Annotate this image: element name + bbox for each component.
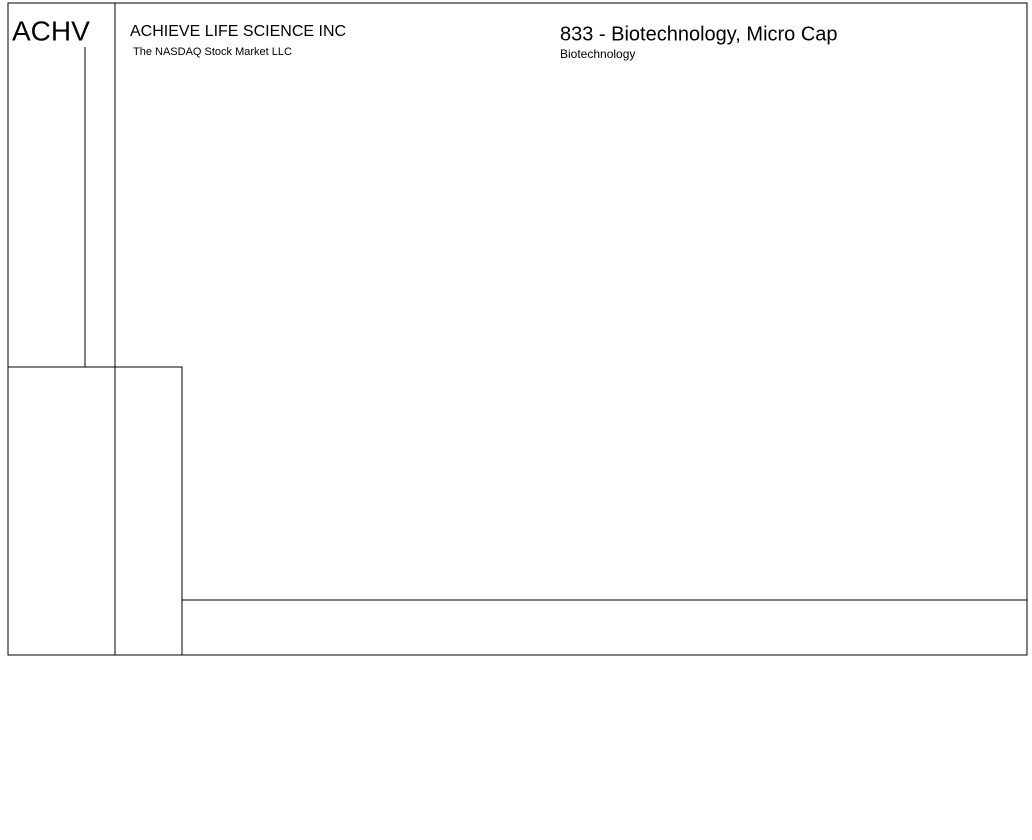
inset-panel: [7, 366, 183, 656]
company-name: ACHIEVE LIFE SCIENCE INC: [130, 23, 346, 40]
overlay-layer: [7, 366, 183, 656]
sidebar-frame: [7, 2, 116, 368]
industry-group: 833 - Biotechnology, Micro Cap: [560, 23, 838, 45]
exchange: The NASDAQ Stock Market LLC: [133, 46, 292, 58]
industry: Biotechnology: [560, 47, 635, 61]
frame-layer: [7, 2, 1028, 656]
ticker: ACHV: [12, 15, 90, 46]
